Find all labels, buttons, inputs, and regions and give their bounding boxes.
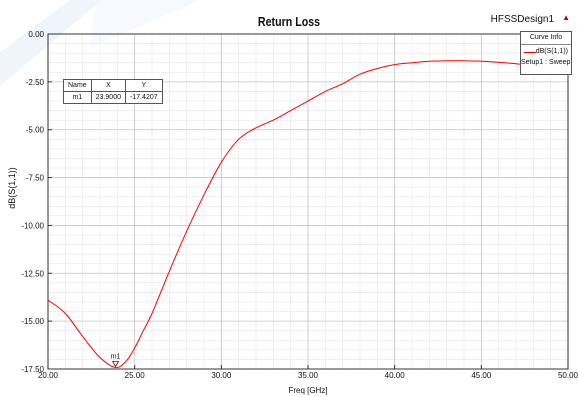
marker-table-header-x: X bbox=[90, 79, 127, 92]
marker-table-header-y: Y bbox=[125, 79, 163, 92]
chart-title: Return Loss bbox=[257, 14, 321, 29]
legend-header: Curve Info bbox=[521, 32, 571, 45]
collapse-arrow-icon[interactable]: ▲ bbox=[562, 13, 570, 22]
curve-info-legend[interactable]: Curve Info dB(S(1,1)) Setup1 : Sweep bbox=[520, 31, 572, 75]
legend-series-name: dB(S(1,1)) bbox=[535, 48, 568, 55]
marker-m1-label: m1 bbox=[111, 353, 121, 360]
marker-table-header-row: Name X Y bbox=[63, 79, 163, 92]
y-tick-label: -10.00 bbox=[21, 221, 44, 230]
series-layer bbox=[47, 60, 569, 369]
x-tick-label: 25.00 bbox=[125, 371, 146, 380]
legend-swatch bbox=[524, 52, 536, 53]
marker-table-cell-y: -17.4207 bbox=[125, 91, 163, 104]
x-axis-label: Freq [GHz] bbox=[288, 386, 328, 395]
axis-ticks: 20.00 25.00 30.00 35.00 40.00 45.00 50.00 0.00 -… bbox=[21, 30, 578, 380]
legend-setup-label: Setup1 : Sweep bbox=[521, 59, 571, 66]
marker-m1-triangle[interactable] bbox=[111, 361, 120, 368]
x-tick-label: 50.00 bbox=[558, 371, 578, 380]
legend-entry[interactable]: dB(S(1,1)) bbox=[521, 48, 571, 58]
design-name-label: HFSSDesign1 bbox=[490, 14, 554, 25]
marker-table-cell-x: 23.9000 bbox=[90, 91, 127, 104]
y-tick-label: 0.00 bbox=[28, 30, 44, 39]
x-tick-label: 20.00 bbox=[38, 371, 59, 380]
y-axis-label: dB(S(1,1)) bbox=[7, 167, 17, 209]
x-tick-label: 35.00 bbox=[298, 371, 319, 380]
chart-grid bbox=[47, 33, 569, 370]
marker-table-header-name: Name bbox=[63, 79, 92, 92]
y-tick-label: -15.00 bbox=[21, 317, 44, 326]
x-tick-label: 30.00 bbox=[211, 371, 232, 380]
y-tick-label: -7.50 bbox=[26, 174, 45, 183]
marker-layer: m1 bbox=[111, 353, 121, 368]
marker-table[interactable]: Name X Y m1 23.9000 -17.4207 bbox=[63, 79, 163, 104]
y-tick-label: -17.50 bbox=[21, 365, 44, 374]
y-tick-label: -12.50 bbox=[21, 269, 44, 278]
decorative-stripe bbox=[0, 0, 102, 86]
series-line-dbs11 bbox=[47, 60, 569, 369]
marker-table-row: m1 23.9000 -17.4207 bbox=[63, 91, 163, 104]
x-tick-label: 40.00 bbox=[385, 371, 406, 380]
x-tick-label: 45.00 bbox=[471, 371, 492, 380]
y-tick-label: -5.00 bbox=[26, 126, 45, 135]
y-tick-label: -2.50 bbox=[26, 78, 45, 87]
marker-table-cell-name: m1 bbox=[63, 91, 92, 104]
